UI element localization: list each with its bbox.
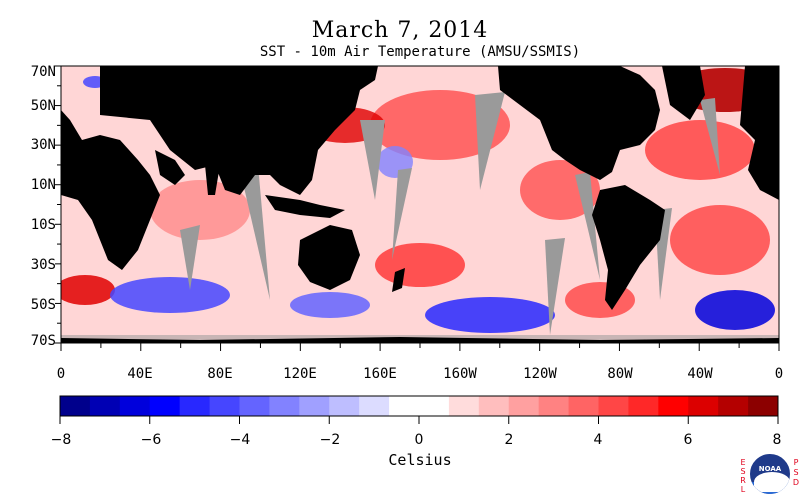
colorbar-swatch bbox=[60, 396, 91, 416]
map-subtitle: SST - 10m Air Temperature (AMSU/SSMIS) bbox=[259, 44, 581, 60]
noaa-logo-text: NOAA bbox=[758, 465, 782, 473]
missing-data-swath bbox=[475, 92, 505, 190]
missing-data-swath bbox=[700, 98, 720, 175]
colorbar-swatch bbox=[359, 396, 390, 416]
missing-data-swath bbox=[240, 165, 270, 300]
lon-label-40w: 40W bbox=[687, 366, 713, 382]
lon-label-160e: 160E bbox=[363, 366, 397, 382]
missing-data-swath bbox=[575, 172, 600, 280]
colorbar-swatch bbox=[538, 396, 570, 416]
land-south-america bbox=[592, 185, 665, 310]
noaa-logo: NOAA bbox=[748, 452, 792, 496]
lat-label-30s: 30S bbox=[30, 257, 56, 273]
colorbar-label-minus-8: −8 bbox=[50, 432, 72, 448]
colorbar-swatch bbox=[748, 396, 779, 416]
land-europe-west bbox=[740, 66, 779, 200]
lat-label-10n: 10N bbox=[30, 177, 56, 193]
colorbar-swatch bbox=[718, 396, 749, 416]
land-indonesia bbox=[265, 195, 345, 218]
missing-data-swath bbox=[392, 168, 412, 260]
colorbar-swatch bbox=[389, 396, 420, 416]
land-australia bbox=[298, 225, 360, 290]
missing-data-swath bbox=[360, 120, 385, 200]
lat-label-50n: 50N bbox=[30, 98, 56, 114]
lon-label-80e: 80E bbox=[207, 366, 233, 382]
colorbar-swatch bbox=[119, 396, 151, 416]
lon-label-80w: 80W bbox=[607, 366, 633, 382]
colorbar-swatch bbox=[508, 396, 540, 416]
warm-anomaly-south-atlantic bbox=[670, 205, 770, 275]
land-antarctica bbox=[61, 337, 779, 343]
cold-anomaly-weddell bbox=[695, 290, 775, 330]
noaa-logo-bird-icon bbox=[754, 472, 790, 492]
missing-data-swath bbox=[180, 225, 200, 290]
lat-label-30n: 30N bbox=[30, 137, 56, 153]
psd-text: PSD bbox=[792, 458, 800, 487]
colorbar-swatch bbox=[89, 396, 121, 416]
colorbar-label-8: 8 bbox=[772, 432, 782, 448]
colorbar-swatch bbox=[448, 396, 480, 416]
lat-label-70n: 70N bbox=[30, 64, 56, 80]
colorbar-swatch bbox=[478, 396, 510, 416]
colorbar-swatch bbox=[329, 396, 360, 416]
colorbar-label-minus-4: −4 bbox=[229, 432, 251, 448]
warm-anomaly-south-africa bbox=[61, 275, 115, 305]
lon-label-120e: 120E bbox=[283, 366, 317, 382]
colorbar-swatch bbox=[688, 396, 719, 416]
cold-anomaly-southern-indian bbox=[110, 277, 230, 313]
cold-anomaly-south-australia bbox=[290, 292, 370, 318]
colorbar-swatch bbox=[658, 396, 689, 416]
colorbar-label-6: 6 bbox=[683, 432, 693, 448]
colorbar-label-2: 2 bbox=[504, 432, 514, 448]
lat-label-10s: 10S bbox=[30, 217, 56, 233]
esrl-text: ESRL bbox=[740, 458, 746, 494]
lon-label-0-east: 0 bbox=[774, 366, 784, 382]
colorbar-swatch bbox=[209, 396, 240, 416]
colorbar-swatch bbox=[149, 396, 181, 416]
lon-label-40e: 40E bbox=[127, 366, 153, 382]
lon-label-0: 0 bbox=[56, 366, 66, 382]
lon-label-120w: 120W bbox=[523, 366, 557, 382]
colorbar-label-0: 0 bbox=[414, 432, 424, 448]
colorbar-swatch bbox=[419, 396, 450, 416]
colorbar-label-minus-6: −6 bbox=[140, 432, 162, 448]
lat-label-70s: 70S bbox=[30, 333, 56, 349]
lon-label-160w: 160W bbox=[443, 366, 477, 382]
missing-data-swath bbox=[545, 238, 565, 335]
land-greenland bbox=[662, 66, 705, 120]
land-arabia-india bbox=[155, 150, 220, 195]
colorbar bbox=[59, 395, 779, 424]
warm-anomaly-north-pacific bbox=[370, 90, 510, 160]
colorbar-swatch bbox=[568, 396, 599, 416]
land-eurasia bbox=[100, 66, 378, 195]
warm-anomaly-south-pacific bbox=[375, 243, 465, 287]
colorbar-label-minus-2: −2 bbox=[319, 432, 341, 448]
colorbar-swatch bbox=[179, 396, 211, 416]
colorbar-unit-label: Celsius bbox=[388, 451, 452, 469]
colorbar-swatch bbox=[239, 396, 270, 416]
colorbar-swatch bbox=[598, 396, 629, 416]
warm-anomaly-indian-ocean bbox=[150, 180, 250, 240]
colorbar-swatch bbox=[299, 396, 330, 416]
land-new-zealand bbox=[392, 268, 405, 292]
map-tick-marks bbox=[55, 65, 780, 351]
lat-label-50s: 50S bbox=[30, 297, 56, 313]
warm-anomaly-north-atlantic bbox=[645, 120, 755, 180]
cold-anomaly-southern-pacific bbox=[425, 297, 555, 333]
map-panel bbox=[61, 66, 779, 343]
colorbar-swatch bbox=[269, 396, 300, 416]
map-title: March 7, 2014 bbox=[311, 18, 489, 43]
land-north-america bbox=[498, 66, 660, 180]
land-africa bbox=[61, 66, 160, 270]
colorbar-swatch bbox=[628, 396, 659, 416]
colorbar-label-4: 4 bbox=[593, 432, 603, 448]
